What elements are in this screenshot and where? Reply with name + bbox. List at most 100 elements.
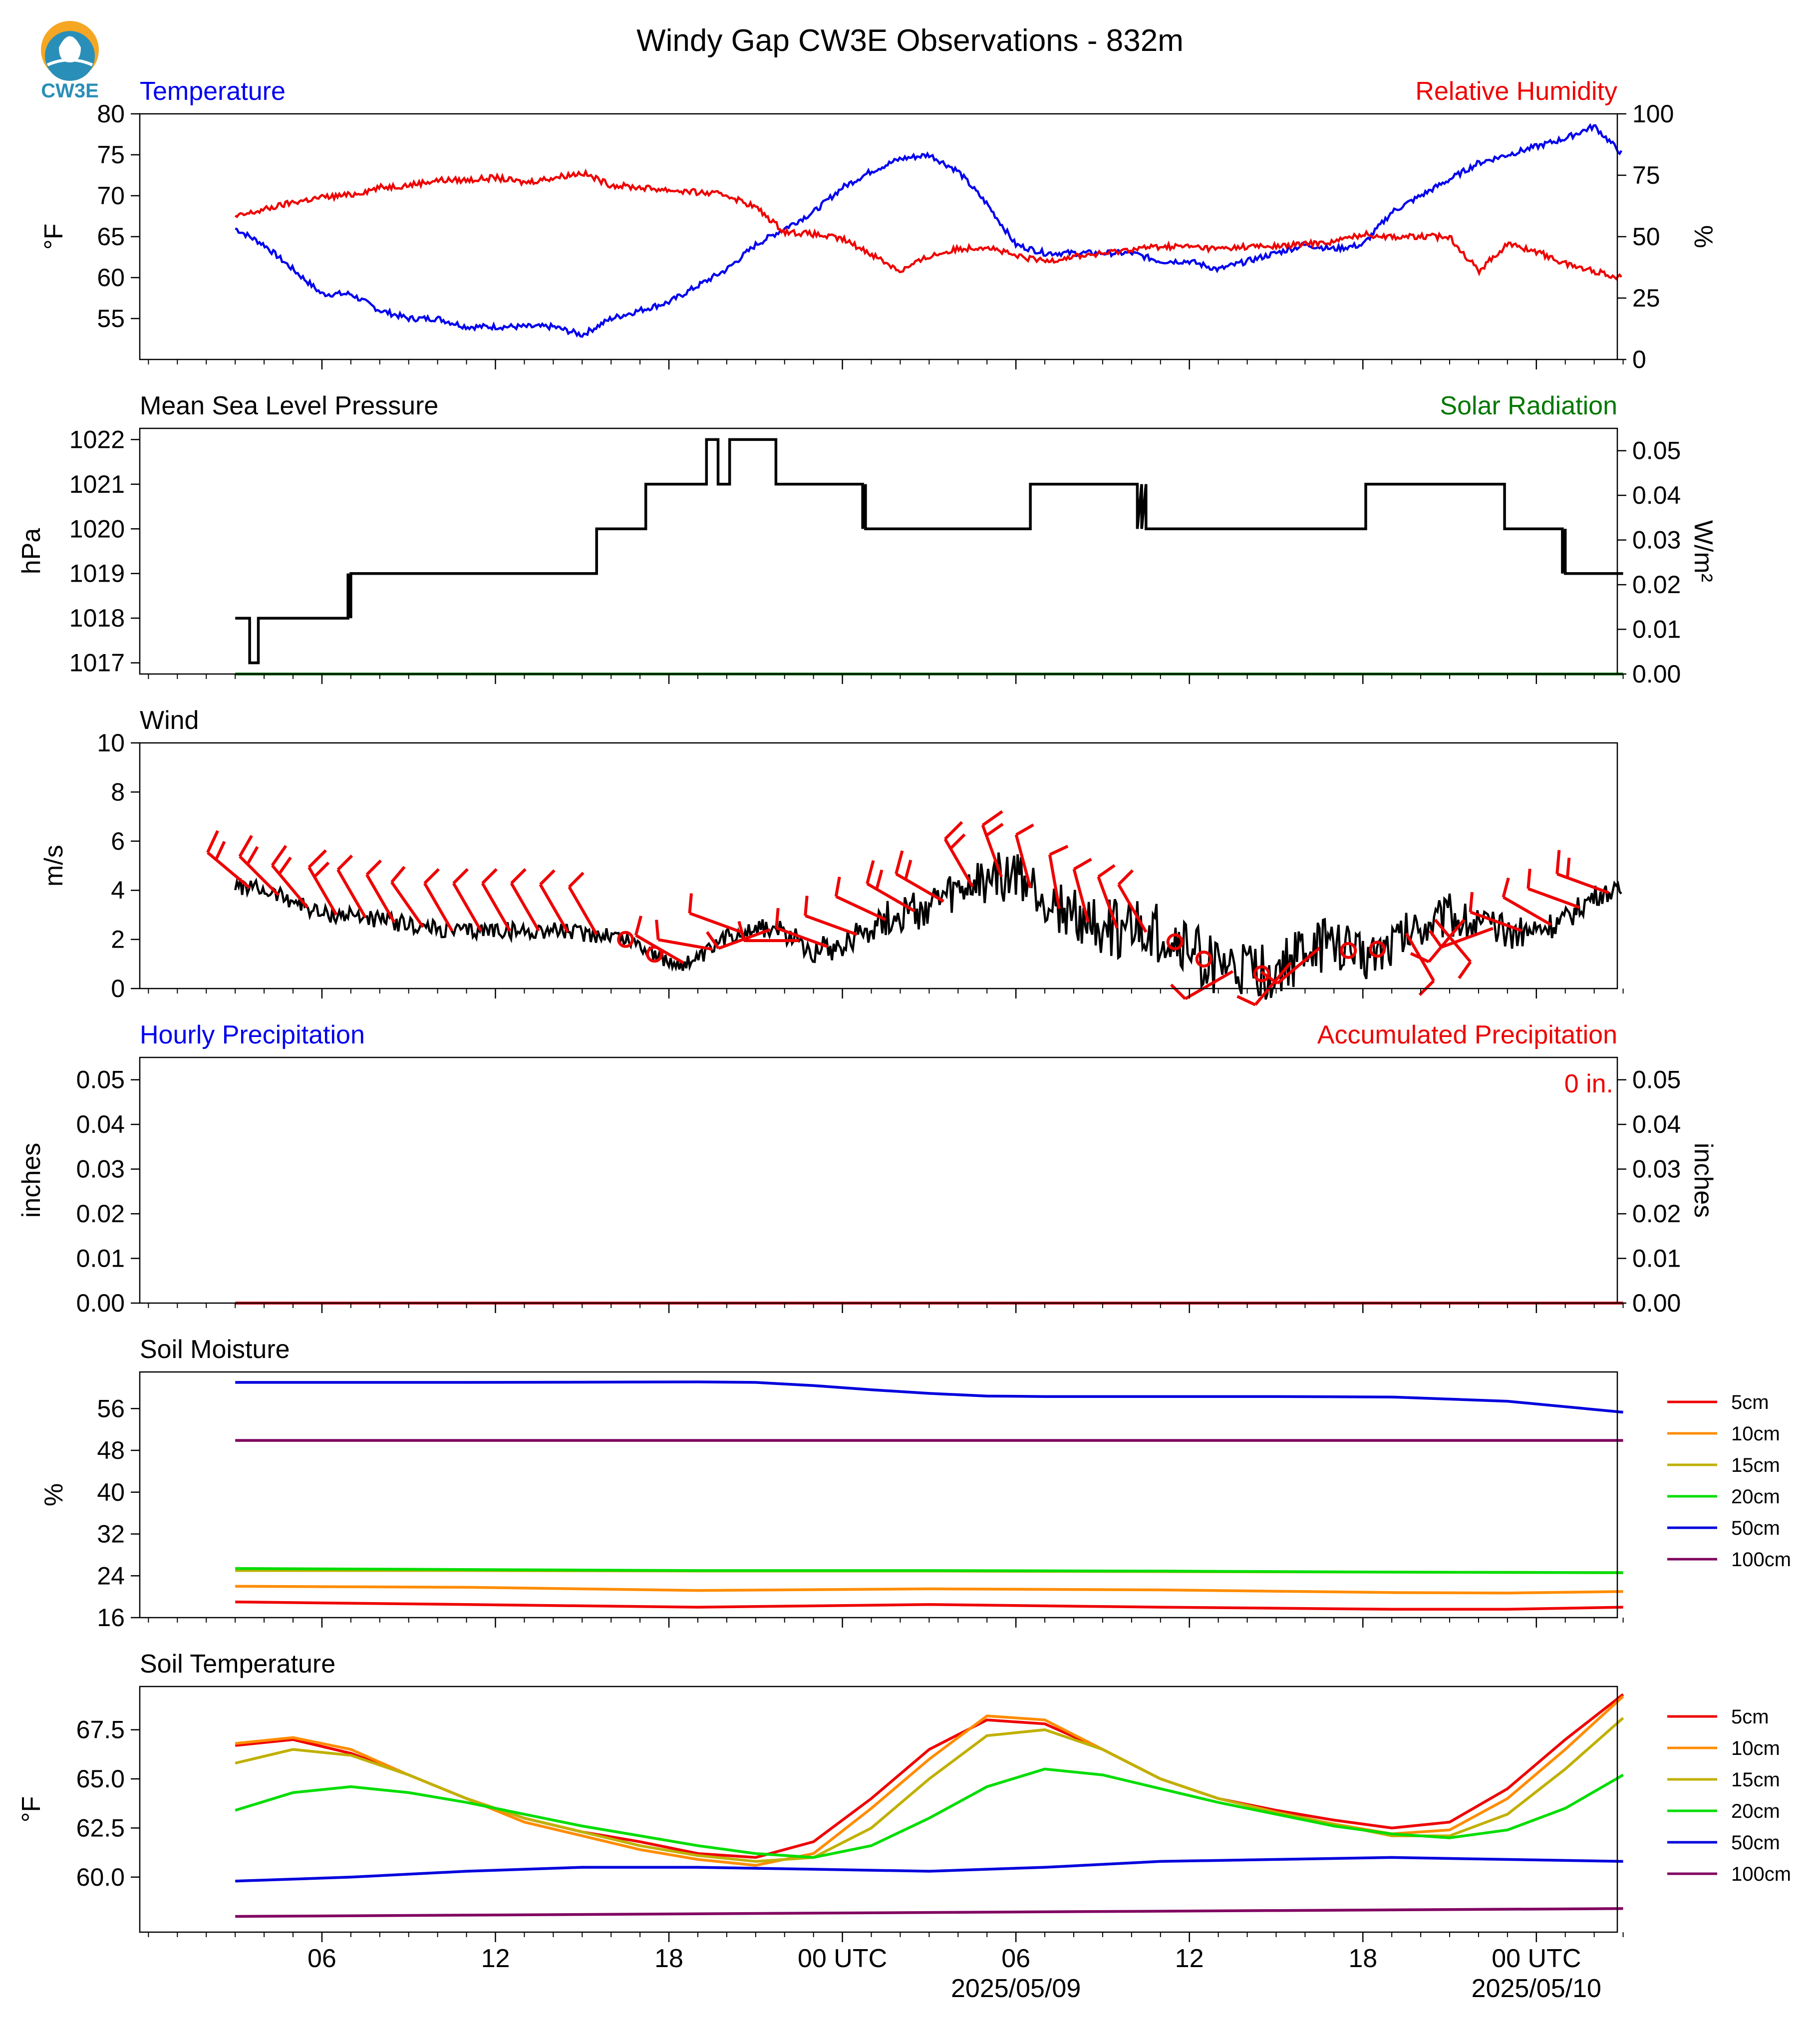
y-tick-label-right: 100	[1632, 100, 1674, 128]
panel-title-left: Hourly Precipitation	[140, 1020, 365, 1049]
y-tick-label: 1017	[69, 649, 125, 677]
calm-barb	[1253, 965, 1270, 983]
legend-label: 20cm	[1731, 1486, 1780, 1508]
y-tick-label: 48	[97, 1436, 125, 1464]
legend-label: 20cm	[1731, 1800, 1780, 1822]
wind-barb-flag	[510, 868, 527, 885]
series-10cm	[235, 1585, 1623, 1595]
calm-barb	[1195, 950, 1213, 968]
calm-barb	[1166, 933, 1184, 951]
calm-barb	[1369, 941, 1386, 958]
wind-barb	[539, 884, 569, 933]
wind-barb-flag	[423, 868, 440, 885]
y-tick-label: 60	[97, 264, 125, 292]
series-5cm	[235, 1600, 1623, 1611]
x-tick-label: 00 UTC	[798, 1944, 887, 1973]
wind-barb-flag	[804, 896, 809, 916]
y-tick-label-right: 0.04	[1632, 1110, 1681, 1138]
wind-barb-flag	[706, 931, 720, 950]
y-tick-label: 0.03	[76, 1155, 125, 1183]
wind-barb-flag	[1097, 864, 1116, 878]
series-line	[234, 852, 1622, 1000]
series-50cm	[235, 1856, 1623, 1883]
wind-barb-flag	[307, 849, 327, 869]
y-tick-label-right: 0.02	[1632, 571, 1681, 599]
x-tick-label: 12	[1175, 1944, 1204, 1973]
wind-barb-flag	[1260, 971, 1278, 985]
wind-barb	[1184, 970, 1234, 1001]
panel-frame	[139, 1686, 1618, 1933]
y-tick-label: 24	[97, 1562, 125, 1590]
wind-barb-flag	[949, 833, 966, 850]
y-tick-label-right: 25	[1632, 284, 1660, 312]
y-tick-label: 70	[97, 182, 125, 210]
wind-barb-flag	[634, 915, 642, 936]
wind-barb-flag	[895, 850, 904, 875]
panel-title-right: Relative Humidity	[1415, 77, 1617, 106]
legend-label: 10cm	[1731, 1423, 1780, 1445]
y-tick-label: 1020	[69, 515, 125, 543]
panel-title-left: Temperature	[140, 77, 286, 106]
series-100cm	[235, 1907, 1623, 1918]
y-tick-label-right: 0.03	[1632, 1155, 1681, 1183]
panel-title-left: Mean Sea Level Pressure	[140, 391, 438, 420]
x-tick-label: 06	[307, 1944, 336, 1973]
wind-barb-flag	[390, 866, 406, 883]
y-tick-label-right: 0.05	[1632, 437, 1681, 465]
y-tick-label: 75	[97, 141, 125, 169]
series-line	[235, 168, 1622, 281]
wind-barb-flag	[688, 893, 693, 914]
panel-title-left: Soil Temperature	[140, 1650, 335, 1679]
y-tick-label: 0.01	[76, 1245, 125, 1273]
wind-barbs	[206, 810, 1609, 1007]
panel-6: 60.0 62.5 65.0 67.5 Soil Temperature °F 5cm 10c…	[17, 1650, 1791, 1942]
logo-wave-icon	[46, 58, 93, 66]
accumulation-annotation: 0 in.	[1564, 1069, 1613, 1098]
wind-barb-flag	[336, 854, 353, 871]
y-tick-label: 60.0	[76, 1863, 125, 1891]
wind-barb	[635, 934, 684, 964]
wind-barb	[1434, 919, 1472, 963]
wind-barb	[1048, 854, 1061, 909]
x-tick-label: 00 UTC	[1492, 1944, 1581, 1973]
wind-barb	[1254, 962, 1292, 1006]
wind-barb-flag	[1555, 850, 1561, 874]
wind-barb	[568, 886, 598, 936]
wind-barb-flag	[1565, 857, 1571, 878]
wind-barb	[365, 874, 396, 923]
wind-barb-flag	[1170, 984, 1187, 1000]
wind-barb	[452, 882, 483, 932]
y-tick-label: 40	[97, 1478, 125, 1506]
legend-label: 15cm	[1731, 1769, 1780, 1791]
legend: 5cm 10cm 15cm 20cm 50cm 100cm	[1667, 1391, 1791, 1571]
wind-barb	[658, 938, 713, 951]
wind-barb	[510, 882, 540, 932]
wind-barb-flag	[944, 821, 963, 840]
wind-barb	[776, 926, 829, 949]
y-tick-label: 10	[97, 729, 125, 757]
cw3e-logo: CW3E	[41, 21, 99, 102]
legend: 5cm 10cm 15cm 20cm 50cm 100cm	[1667, 1706, 1791, 1885]
panel-frame	[139, 742, 1618, 990]
series-15cm	[235, 1716, 1624, 1863]
wind-barb-flag	[481, 868, 498, 885]
x-tick-label: 18	[1348, 1944, 1377, 1973]
wind-barb	[1427, 919, 1466, 963]
y-tick-label: 65	[97, 223, 125, 251]
series-20cm	[235, 1767, 1624, 1859]
wind-barb	[895, 872, 944, 903]
x-tick-label: 18	[654, 1944, 683, 1973]
panel-frame	[139, 427, 1618, 675]
y-tick-label: 55	[97, 305, 125, 333]
wind-barb	[239, 855, 280, 897]
y-tick-label-right: 0.04	[1632, 481, 1681, 509]
wind-barb	[835, 895, 887, 921]
x-date-label: 2025/05/10	[1472, 1974, 1601, 2003]
wind-barb-flag	[1236, 995, 1256, 1007]
wind-barb-flag	[1429, 930, 1443, 948]
calm-barb	[617, 931, 634, 948]
panel-3: 0 2 4 6 8 10 Wind m/s	[39, 706, 1624, 1007]
wind-barb	[1072, 869, 1090, 923]
